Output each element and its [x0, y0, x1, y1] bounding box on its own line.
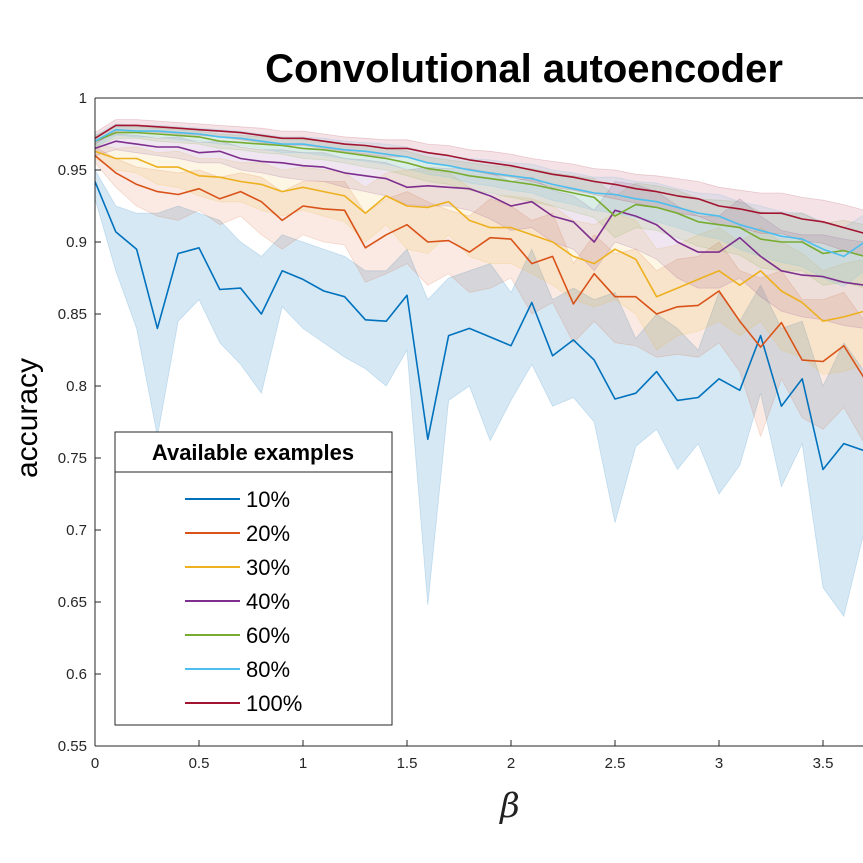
x-tick-label: 1.5: [397, 755, 418, 772]
series-line-10pct: [95, 181, 863, 471]
series-line-80pct: [95, 128, 863, 258]
y-tick-label: 0.55: [58, 738, 87, 755]
legend-entry-label: 20%: [246, 521, 290, 546]
legend-entry-label: 80%: [246, 657, 290, 682]
chart-title: Convolutional autoencoder: [265, 47, 783, 91]
band-40pct: [95, 133, 863, 329]
series-line-30pct: [95, 150, 863, 323]
legend-entry-label: 30%: [246, 555, 290, 580]
band-100pct: [95, 119, 863, 257]
legend-entries: 10% 20% 30% 40% 60% 80% 100%: [185, 487, 302, 716]
y-tick-label: 1: [79, 90, 87, 107]
legend-entry-label: 10%: [246, 487, 290, 512]
x-tick-label: 0.5: [189, 755, 210, 772]
y-tick-label: 0.6: [66, 666, 87, 683]
series-lines: [95, 124, 863, 471]
legend: Available examples 10% 20% 30% 40% 60% 80% 100…: [114, 431, 393, 726]
x-tick-label: 2.5: [605, 755, 626, 772]
x-tick-label: 3.5: [813, 755, 834, 772]
y-axis-label: accuracy: [11, 358, 44, 478]
series-line-100pct: [95, 124, 863, 234]
y-tick-label: 0.75: [58, 450, 87, 467]
x-tick-label: 3: [715, 755, 723, 772]
x-tick-label: 2: [507, 755, 515, 772]
legend-box: [114, 431, 393, 726]
band-20pct: [95, 146, 863, 442]
series-line-60pct: [95, 131, 863, 257]
y-tick-label: 0.8: [66, 378, 87, 395]
band-30pct: [95, 143, 863, 375]
legend-entry-label: 60%: [246, 623, 290, 648]
series-line-40pct: [95, 140, 863, 286]
y-tick-label: 0.95: [58, 162, 87, 179]
x-tick-label: 1: [299, 755, 307, 772]
y-tick-label: 0.65: [58, 594, 87, 611]
series-line-20pct: [95, 154, 863, 378]
y-tick-label: 0.7: [66, 522, 87, 539]
tick-labels: 0.55 0.6 0.65 0.7 0.75 0.8 0.85 0.9 0.95 1 0 0.5 1 1.…: [58, 90, 834, 772]
x-tick-label: 0: [91, 755, 99, 772]
band-10pct: [95, 169, 863, 618]
y-tick-label: 0.9: [66, 234, 87, 251]
legend-title: Available examples: [152, 440, 354, 465]
axes: [94, 97, 863, 747]
y-tick-label: 0.85: [58, 306, 87, 323]
band-80pct: [95, 123, 863, 288]
legend-entry-label: 40%: [246, 589, 290, 614]
confidence-bands: [95, 119, 863, 618]
legend-entry-label: 100%: [246, 691, 302, 716]
x-axis-label: β: [498, 786, 520, 826]
